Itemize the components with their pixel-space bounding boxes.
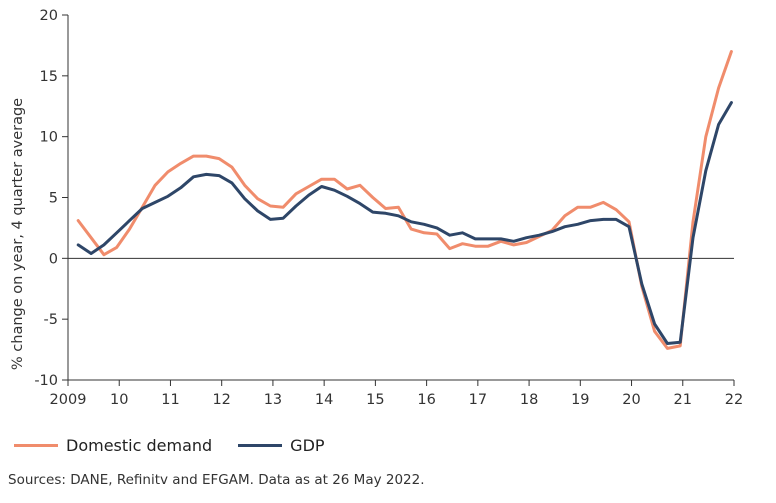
x-tick-label: 2009 xyxy=(50,392,87,408)
x-tick-label: 14 xyxy=(315,392,333,408)
y-tick-label: 10 xyxy=(40,130,58,146)
x-tick-label: 11 xyxy=(161,392,179,408)
series-layer xyxy=(76,50,733,350)
x-tick-label: 16 xyxy=(417,392,435,408)
legend-swatch-domestic-demand xyxy=(14,444,58,447)
x-tick-label: 21 xyxy=(674,392,692,408)
x-tick-label: 10 xyxy=(110,392,128,408)
y-axis-label: % change on year, 4 quarter average xyxy=(10,98,26,370)
legend-label-gdp: GDP xyxy=(290,436,325,455)
legend-item-domestic-demand: Domestic demand xyxy=(14,436,212,455)
axes-layer: -10 -5 0 5 10 15 20 2009 10 11 12 13 14 15 16 17 18 19 20 2… xyxy=(34,8,743,408)
y-tick-label: -10 xyxy=(34,373,58,389)
y-tick-label: 0 xyxy=(49,251,58,267)
x-tick-label: 22 xyxy=(725,392,743,408)
y-tick-label: 20 xyxy=(40,8,58,24)
x-tick-label: 20 xyxy=(622,392,640,408)
series-line-domestic-demand xyxy=(76,50,733,350)
y-tick-label: 15 xyxy=(40,69,58,85)
x-tick-label: 12 xyxy=(212,392,230,408)
x-tick-label: 19 xyxy=(571,392,589,408)
source-note: Sources: DANE, Refinitv and EFGAM. Data … xyxy=(8,472,425,488)
line-chart: -10 -5 0 5 10 15 20 2009 10 11 12 13 14 15 16 17 18 19 20 2… xyxy=(10,8,743,408)
legend-label-domestic-demand: Domestic demand xyxy=(66,436,213,455)
y-tick-label: -5 xyxy=(44,312,58,328)
x-tick-label: 13 xyxy=(264,392,282,408)
y-tick-label: 5 xyxy=(49,191,58,207)
x-tick-label: 17 xyxy=(469,392,487,408)
legend-item-gdp: GDP xyxy=(238,436,325,455)
x-tick-label: 15 xyxy=(366,392,384,408)
series-line-gdp xyxy=(76,101,733,345)
legend: Domestic demand GDP xyxy=(14,436,351,455)
legend-swatch-gdp xyxy=(238,444,283,447)
x-tick-label: 18 xyxy=(520,392,538,408)
